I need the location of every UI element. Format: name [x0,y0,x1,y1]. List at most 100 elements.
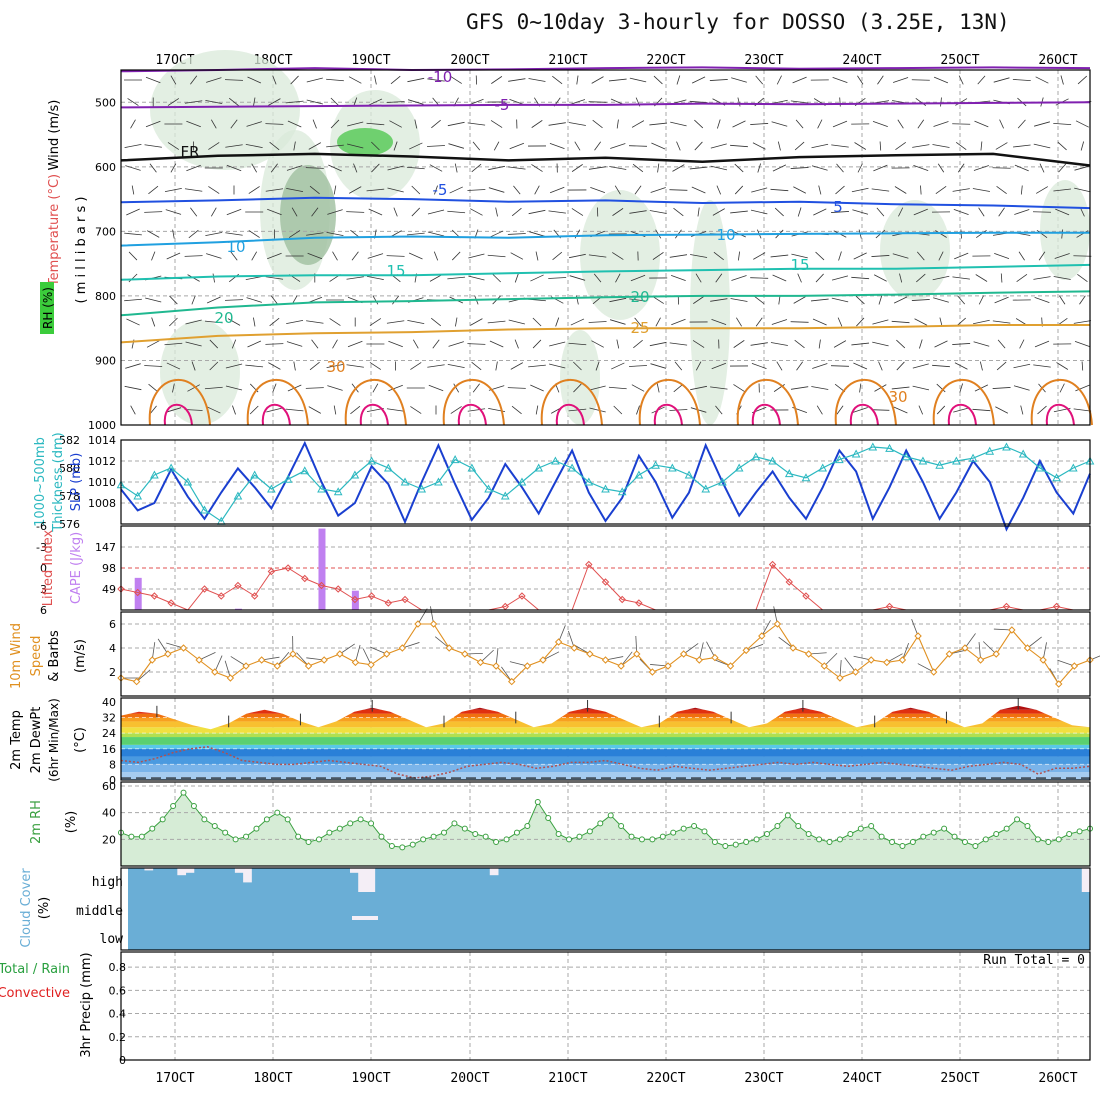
pressure-tick: 500 [95,96,116,109]
rh-point [149,825,156,832]
wind-barb [367,253,384,259]
rh-point [972,843,979,849]
wind-barb [225,144,243,148]
wind-barb [366,188,385,192]
wind-barb [467,343,486,345]
thickness-point [534,463,544,472]
wind-barb [185,341,202,347]
wind-barb [511,207,522,217]
wind-barb [406,232,425,236]
wind-barb [286,165,303,171]
wind-barb [205,231,223,237]
cloud-layer-label: high [92,875,123,890]
wind-barb [695,273,702,283]
lifted-index-point [601,578,610,586]
wind-barb [629,298,647,302]
wind-barb [270,163,278,173]
wind-barb [790,100,809,104]
wind-barb [652,252,664,260]
wind-barb [1059,383,1065,393]
wind-barb [124,298,142,302]
wind-barb [228,97,240,107]
wind-barb [330,119,340,129]
wind-barb [1033,364,1051,368]
wind-barb [311,339,319,349]
thickness-point [1018,449,1028,458]
wind-barb [414,119,418,129]
wind-barb [940,97,942,107]
wind-barb [777,141,781,151]
wind-barb [332,339,338,349]
wind-barb [455,317,458,327]
wind-speed-point [804,650,813,658]
wind-barb [974,120,989,128]
wind-barb [309,185,320,195]
wind-barb [326,144,344,148]
wind-barb [896,339,906,349]
ylabel-rh: RH (%) [41,287,55,329]
surface-wind-barb [568,630,575,649]
wind-barb [770,188,789,192]
wind-speed-point [648,668,657,676]
rh-shade [150,50,300,170]
wind-speed-point [398,644,407,652]
wind-barb [831,365,849,367]
thickness-point [801,473,811,482]
lifted-index-point [518,592,526,600]
thickness-point [718,477,727,486]
wind-barb [795,119,804,129]
wind-barb [993,77,1010,83]
wind-barb [938,251,944,261]
wind-barb [791,253,808,259]
wind-barb [251,163,258,173]
wind-barb [531,164,543,172]
wind-barb [293,361,296,371]
thickness-point [150,470,159,479]
surface-wind-barb [369,646,387,655]
lifted-index-point [401,595,409,604]
rh-point [722,843,729,849]
wind-barb [837,317,843,327]
wind-barb [170,163,177,173]
wind-barb [736,317,742,327]
rh-point [930,829,937,836]
li-tick: 3 [40,583,47,596]
temp-tick: 40 [102,696,116,709]
wind-barb [569,99,586,105]
rh-point [826,839,833,845]
wind-barb [333,185,337,195]
wind-barb [1061,229,1064,239]
pressure-tick: 600 [95,161,116,174]
wind-barb [689,166,708,170]
wind-barb [326,363,344,369]
wind-barb [351,251,359,261]
isotherm-20 [120,290,1091,317]
surface-wind-barb [778,636,794,649]
x-tick-bottom: 21OCT [548,1071,587,1086]
wind-barb [1081,361,1084,371]
wind-barb [992,320,1011,324]
wind-barb [128,273,138,283]
slp-tick: 1014 [88,434,116,447]
wind-barb [346,211,365,213]
rh-point [961,839,968,845]
wind-barb [371,163,380,173]
wind-barb [979,361,983,371]
lifted-index-point [768,560,777,569]
temp-tick: 8 [109,758,116,771]
isotherm-label: 5 [833,198,843,216]
lifted-index-point [200,585,209,593]
wind-barb [952,343,971,345]
wind-barb [1080,207,1085,217]
ylabel-lifted-index: Lifted Index [41,529,56,606]
rh-point [211,823,218,829]
wind-barb [253,97,256,107]
wind-barb [836,405,844,415]
wind-barb [393,207,398,217]
wind-barb [590,186,606,194]
rh-point [649,836,656,843]
wind-barb [184,255,203,257]
wind-barb [270,295,278,305]
wind-barb [975,274,988,282]
